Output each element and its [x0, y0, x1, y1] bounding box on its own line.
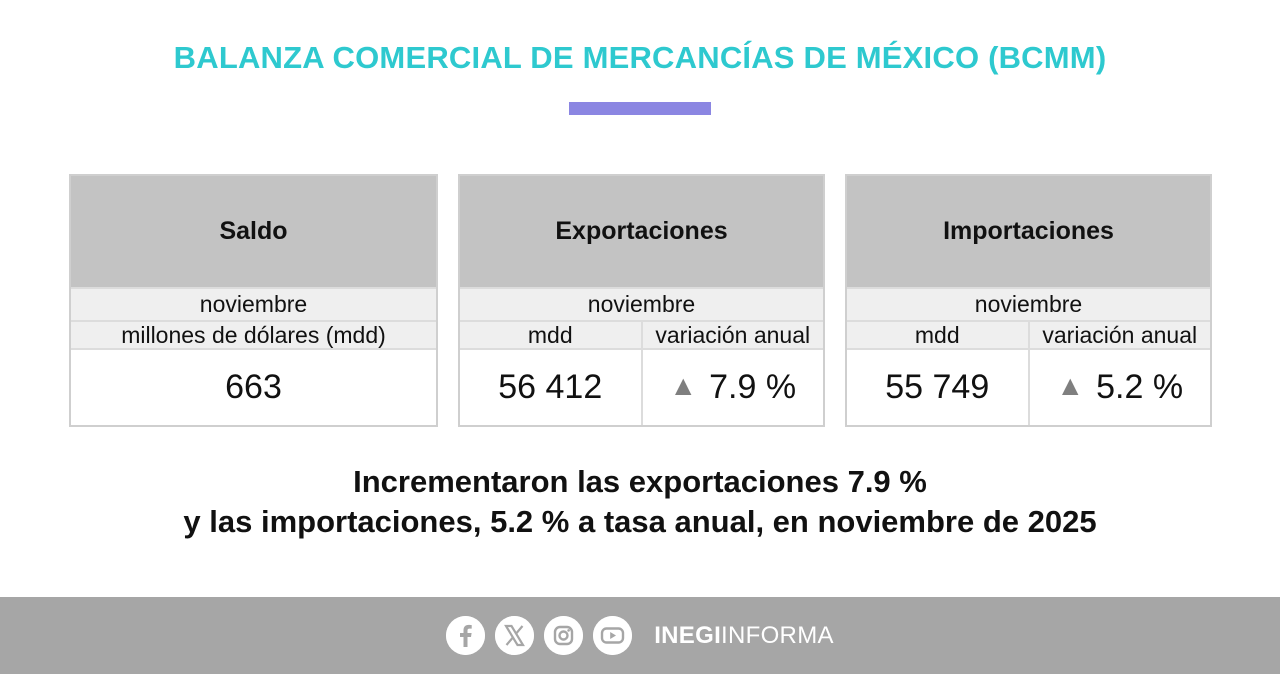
saldo-unit: millones de dólares (mdd)	[121, 321, 386, 348]
social-links: INEGIINFORMA	[446, 616, 834, 655]
headline-line1: Incrementaron las exportaciones 7.9 %	[353, 464, 927, 499]
title-accent-bar	[569, 102, 711, 115]
importaciones-change-cell: ▲ 5.2 %	[1027, 350, 1211, 425]
exportaciones-col-change: variación anual	[640, 322, 824, 348]
importaciones-card: Importaciones noviembre mdd variación an…	[845, 174, 1212, 427]
headline: Incrementaron las exportaciones 7.9 % y …	[0, 462, 1280, 542]
triangle-up-icon: ▲	[669, 369, 698, 401]
exportaciones-change-cell: ▲ 7.9 %	[640, 350, 824, 425]
importaciones-heading: Importaciones	[847, 176, 1210, 287]
exportaciones-heading: Exportaciones	[460, 176, 823, 287]
exportaciones-value: 56 412	[498, 368, 603, 406]
saldo-heading: Saldo	[71, 176, 436, 287]
importaciones-value-row: 55 749 ▲ 5.2 %	[847, 350, 1210, 425]
facebook-icon[interactable]	[446, 616, 486, 655]
exportaciones-col-unit: mdd	[527, 321, 573, 348]
saldo-card: Saldo noviembre millones de dólares (mdd…	[69, 174, 438, 427]
triangle-up-icon: ▲	[1056, 369, 1085, 401]
saldo-unit-row: millones de dólares (mdd)	[71, 320, 436, 350]
headline-line2: y las importaciones, 5.2 % a tasa anual,…	[183, 504, 1097, 539]
importaciones-value: 55 749	[885, 368, 990, 406]
importaciones-col-change: variación anual	[1027, 322, 1211, 348]
exportaciones-card: Exportaciones noviembre mdd variación an…	[458, 174, 825, 427]
footer: INEGIINFORMA	[0, 597, 1280, 674]
youtube-icon[interactable]	[593, 616, 633, 655]
exportaciones-change: 7.9 %	[709, 368, 797, 406]
instagram-icon[interactable]	[544, 616, 584, 655]
exportaciones-subheader-row: mdd variación anual	[460, 320, 823, 350]
saldo-value-row: 663	[71, 350, 436, 425]
saldo-value: 663	[225, 368, 282, 406]
importaciones-subheader-row: mdd variación anual	[847, 320, 1210, 350]
page-title: BALANZA COMERCIAL DE MERCANCÍAS DE MÉXIC…	[173, 40, 1107, 75]
exportaciones-month: noviembre	[460, 287, 823, 320]
importaciones-change: 5.2 %	[1096, 368, 1184, 406]
exportaciones-value-row: 56 412 ▲ 7.9 %	[460, 350, 823, 425]
saldo-month: noviembre	[71, 287, 436, 320]
x-icon[interactable]	[495, 616, 535, 655]
importaciones-month: noviembre	[847, 287, 1210, 320]
importaciones-col-unit: mdd	[914, 321, 960, 348]
inegi-informa-logo: INEGIINFORMA	[654, 621, 834, 649]
